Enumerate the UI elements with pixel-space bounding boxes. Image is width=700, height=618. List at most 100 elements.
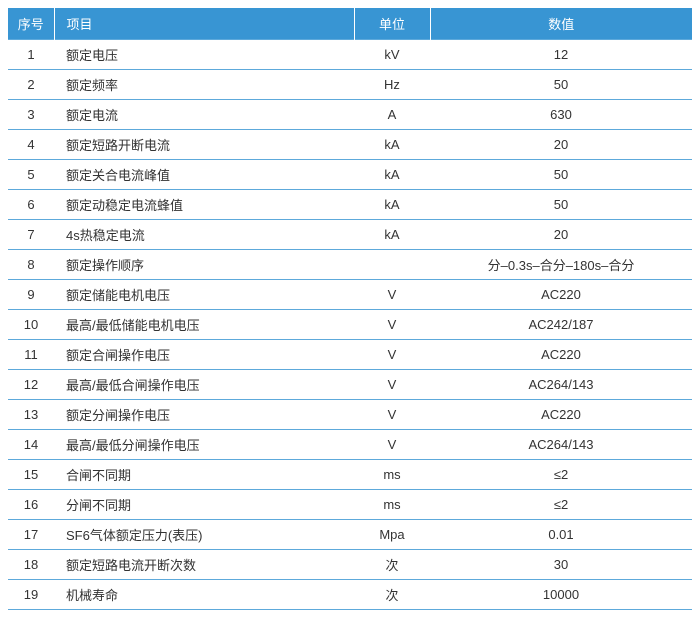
cell-unit: ms bbox=[354, 460, 430, 490]
cell-seq: 19 bbox=[8, 580, 54, 610]
cell-value: 630 bbox=[430, 100, 692, 130]
cell-unit: V bbox=[354, 280, 430, 310]
cell-item: 额定合闸操作电压 bbox=[54, 340, 354, 370]
table-row: 74s热稳定电流kA20 bbox=[8, 220, 692, 250]
cell-unit: 次 bbox=[354, 550, 430, 580]
cell-seq: 2 bbox=[8, 70, 54, 100]
cell-item: 额定短路电流开断次数 bbox=[54, 550, 354, 580]
table-row: 10最高/最低储能电机电压VAC242/187 bbox=[8, 310, 692, 340]
cell-unit: V bbox=[354, 370, 430, 400]
cell-item: 额定电压 bbox=[54, 40, 354, 70]
table-row: 13额定分闸操作电压VAC220 bbox=[8, 400, 692, 430]
spec-table: 序号 项目 单位 数值 1额定电压kV122额定频率Hz503额定电流A6304… bbox=[8, 8, 692, 610]
cell-value: 50 bbox=[430, 190, 692, 220]
cell-value: 50 bbox=[430, 160, 692, 190]
cell-value: AC264/143 bbox=[430, 370, 692, 400]
cell-item: 机械寿命 bbox=[54, 580, 354, 610]
cell-unit bbox=[354, 250, 430, 280]
cell-value: 分–0.3s–合分–180s–合分 bbox=[430, 250, 692, 280]
cell-value: AC220 bbox=[430, 280, 692, 310]
table-row: 8额定操作顺序 分–0.3s–合分–180s–合分 bbox=[8, 250, 692, 280]
cell-seq: 15 bbox=[8, 460, 54, 490]
cell-unit: kV bbox=[354, 40, 430, 70]
cell-value: AC220 bbox=[430, 400, 692, 430]
cell-value: 30 bbox=[430, 550, 692, 580]
cell-seq: 16 bbox=[8, 490, 54, 520]
cell-seq: 8 bbox=[8, 250, 54, 280]
cell-item: 额定操作顺序 bbox=[54, 250, 354, 280]
cell-value: ≤2 bbox=[430, 460, 692, 490]
cell-seq: 10 bbox=[8, 310, 54, 340]
cell-value: 12 bbox=[430, 40, 692, 70]
cell-value: 0.01 bbox=[430, 520, 692, 550]
cell-item: 最高/最低合闸操作电压 bbox=[54, 370, 354, 400]
cell-seq: 5 bbox=[8, 160, 54, 190]
cell-seq: 12 bbox=[8, 370, 54, 400]
cell-seq: 17 bbox=[8, 520, 54, 550]
cell-seq: 14 bbox=[8, 430, 54, 460]
cell-item: 最高/最低储能电机电压 bbox=[54, 310, 354, 340]
cell-unit: kA bbox=[354, 190, 430, 220]
cell-seq: 13 bbox=[8, 400, 54, 430]
table-row: 14最高/最低分闸操作电压VAC264/143 bbox=[8, 430, 692, 460]
cell-item: 额定短路开断电流 bbox=[54, 130, 354, 160]
table-header: 序号 项目 单位 数值 bbox=[8, 8, 692, 40]
table-row: 17SF6气体额定压力(表压)Mpa0.01 bbox=[8, 520, 692, 550]
cell-value: 20 bbox=[430, 130, 692, 160]
table-row: 9额定储能电机电压VAC220 bbox=[8, 280, 692, 310]
cell-unit: V bbox=[354, 310, 430, 340]
cell-seq: 1 bbox=[8, 40, 54, 70]
cell-item: 4s热稳定电流 bbox=[54, 220, 354, 250]
cell-item: 额定关合电流峰值 bbox=[54, 160, 354, 190]
cell-value: ≤2 bbox=[430, 490, 692, 520]
table-row: 3额定电流A630 bbox=[8, 100, 692, 130]
table-row: 2额定频率Hz50 bbox=[8, 70, 692, 100]
cell-seq: 11 bbox=[8, 340, 54, 370]
cell-unit: V bbox=[354, 340, 430, 370]
cell-unit: ms bbox=[354, 490, 430, 520]
table-row: 1额定电压kV12 bbox=[8, 40, 692, 70]
cell-item: 最高/最低分闸操作电压 bbox=[54, 430, 354, 460]
cell-unit: V bbox=[354, 430, 430, 460]
cell-item: 额定动稳定电流蜂值 bbox=[54, 190, 354, 220]
header-unit: 单位 bbox=[354, 8, 430, 40]
cell-seq: 18 bbox=[8, 550, 54, 580]
table-row: 15合闸不同期ms≤2 bbox=[8, 460, 692, 490]
cell-unit: V bbox=[354, 400, 430, 430]
table-row: 16分闸不同期ms≤2 bbox=[8, 490, 692, 520]
table-row: 11额定合闸操作电压VAC220 bbox=[8, 340, 692, 370]
cell-value: AC242/187 bbox=[430, 310, 692, 340]
cell-item: 分闸不同期 bbox=[54, 490, 354, 520]
cell-value: 20 bbox=[430, 220, 692, 250]
header-seq: 序号 bbox=[8, 8, 54, 40]
cell-unit: 次 bbox=[354, 580, 430, 610]
cell-item: SF6气体额定压力(表压) bbox=[54, 520, 354, 550]
cell-seq: 3 bbox=[8, 100, 54, 130]
table-row: 4额定短路开断电流kA20 bbox=[8, 130, 692, 160]
cell-unit: A bbox=[354, 100, 430, 130]
table-row: 19机械寿命次10000 bbox=[8, 580, 692, 610]
cell-unit: kA bbox=[354, 160, 430, 190]
cell-item: 额定频率 bbox=[54, 70, 354, 100]
cell-unit: kA bbox=[354, 220, 430, 250]
cell-seq: 7 bbox=[8, 220, 54, 250]
cell-seq: 6 bbox=[8, 190, 54, 220]
cell-value: 10000 bbox=[430, 580, 692, 610]
cell-value: 50 bbox=[430, 70, 692, 100]
cell-value: AC220 bbox=[430, 340, 692, 370]
cell-seq: 9 bbox=[8, 280, 54, 310]
table-row: 18额定短路电流开断次数次30 bbox=[8, 550, 692, 580]
cell-item: 合闸不同期 bbox=[54, 460, 354, 490]
table-row: 6额定动稳定电流蜂值kA50 bbox=[8, 190, 692, 220]
cell-unit: Mpa bbox=[354, 520, 430, 550]
cell-item: 额定电流 bbox=[54, 100, 354, 130]
cell-value: AC264/143 bbox=[430, 430, 692, 460]
cell-unit: Hz bbox=[354, 70, 430, 100]
cell-item: 额定储能电机电压 bbox=[54, 280, 354, 310]
header-value: 数值 bbox=[430, 8, 692, 40]
cell-item: 额定分闸操作电压 bbox=[54, 400, 354, 430]
table-row: 5额定关合电流峰值kA50 bbox=[8, 160, 692, 190]
header-item: 项目 bbox=[54, 8, 354, 40]
cell-unit: kA bbox=[354, 130, 430, 160]
cell-seq: 4 bbox=[8, 130, 54, 160]
